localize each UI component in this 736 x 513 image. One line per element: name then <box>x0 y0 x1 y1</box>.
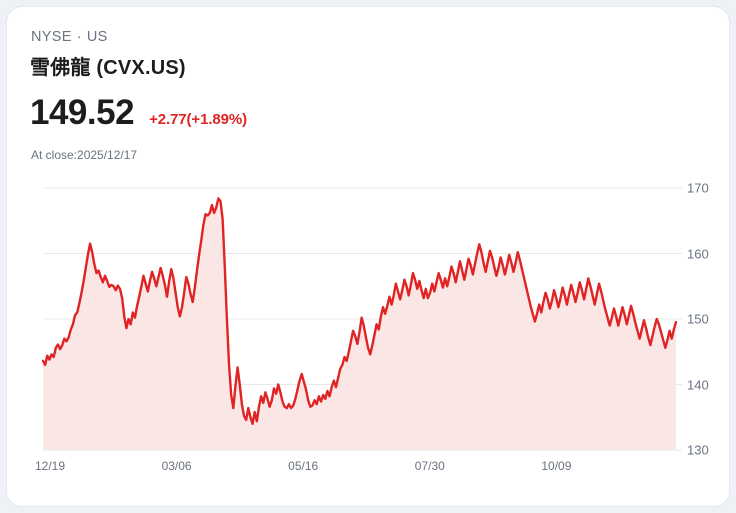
exchange-region-line: NYSE · US <box>31 29 108 45</box>
price-chart[interactable]: 170 160 150 140 130 12/19 03/06 05/16 07/30 10/0… <box>7 167 729 487</box>
y-axis: 170 160 150 140 130 <box>687 167 729 467</box>
at-close-timestamp: At close:2025/12/17 <box>31 148 138 162</box>
y-tick-label: 140 <box>687 377 709 392</box>
x-tick-label: 10/09 <box>541 459 572 473</box>
y-tick-label: 170 <box>687 180 709 196</box>
exchange-label: NYSE <box>31 29 72 45</box>
separator-dot: · <box>76 29 82 45</box>
y-tick-label: 160 <box>687 246 709 261</box>
chart-line <box>41 197 678 425</box>
x-tick-label: 03/06 <box>161 459 192 473</box>
y-tick-label: 130 <box>687 442 709 458</box>
price-row: 149.52 +2.77(+1.89%) <box>30 93 247 133</box>
x-tick-label: 05/16 <box>288 459 319 473</box>
page-title: 雪佛龍 (CVX.US) <box>30 57 186 79</box>
chart-area-fill <box>43 198 676 450</box>
price-change: +2.77(+1.89%) <box>149 111 247 128</box>
x-axis: 12/19 03/06 05/16 07/30 10/09 <box>7 459 729 485</box>
current-price: 149.52 <box>30 93 135 132</box>
chart-svg <box>41 187 682 451</box>
y-tick-label: 150 <box>687 311 709 327</box>
x-tick-label: 12/19 <box>34 459 66 473</box>
x-tick-label: 07/30 <box>414 459 445 473</box>
stock-quote-card: NYSE · US 雪佛龍 (CVX.US) 149.52 +2.77(+1.89%… <box>6 6 730 507</box>
region-label: US <box>86 29 108 45</box>
